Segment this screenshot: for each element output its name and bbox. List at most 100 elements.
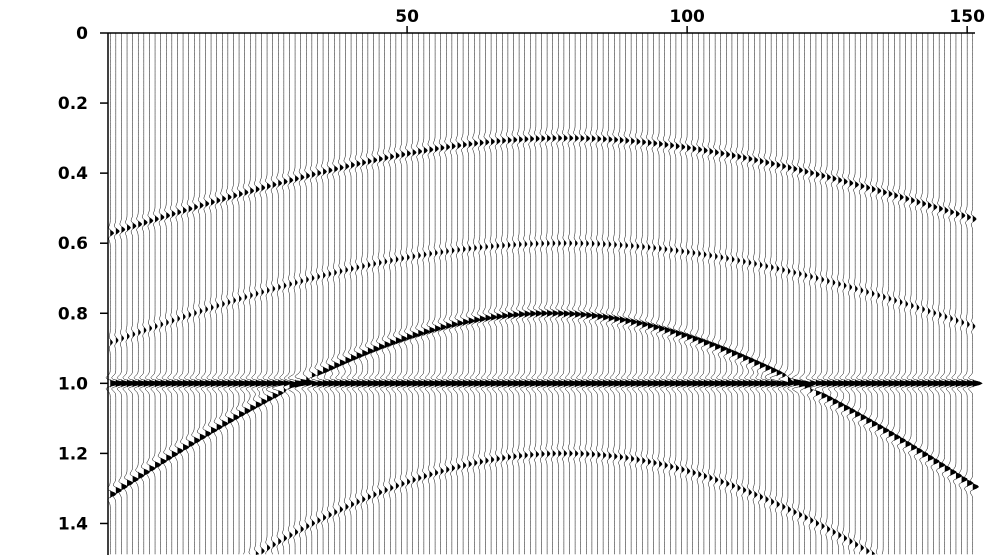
trace-fill: [715, 33, 725, 555]
trace-fill: [385, 33, 395, 555]
trace-fill: [693, 33, 703, 555]
trace-fill: [766, 33, 776, 555]
trace: [285, 33, 300, 554]
trace: [403, 33, 417, 554]
trace: [851, 33, 865, 554]
trace-fill: [407, 33, 417, 555]
trace-fill: [670, 33, 680, 555]
trace-fill: [654, 33, 664, 555]
trace-fill: [794, 33, 806, 555]
trace-fill: [592, 33, 602, 555]
trace: [464, 33, 478, 554]
trace: [311, 33, 327, 554]
trace: [240, 33, 254, 554]
trace: [386, 33, 400, 554]
trace: [448, 33, 462, 554]
trace-fill: [777, 33, 786, 555]
trace: [649, 33, 663, 554]
trace: [554, 33, 568, 554]
trace-fill: [194, 33, 204, 555]
trace: [873, 33, 887, 554]
trace-fill: [295, 33, 310, 555]
trace: [123, 33, 137, 554]
trace: [840, 33, 854, 554]
trace: [856, 33, 870, 554]
trace: [935, 33, 949, 554]
trace-fill: [732, 33, 742, 555]
trace-fill: [542, 33, 552, 555]
trace: [655, 33, 669, 554]
x-tick-label: 150: [949, 7, 985, 27]
y-tick-label: 0.6: [58, 234, 88, 254]
trace: [392, 33, 406, 554]
trace-fill: [906, 33, 916, 555]
trace: [660, 33, 674, 554]
trace: [252, 33, 266, 554]
trace: [901, 33, 915, 554]
trace-fill: [581, 33, 591, 555]
trace: [765, 33, 781, 554]
trace: [548, 33, 562, 554]
trace: [610, 33, 624, 554]
trace: [509, 33, 523, 554]
trace-fill: [121, 33, 131, 555]
trace: [330, 33, 344, 554]
trace: [262, 33, 276, 554]
trace: [453, 33, 467, 554]
trace: [733, 33, 747, 554]
trace: [492, 33, 506, 554]
trace-fill: [457, 33, 467, 555]
trace: [896, 33, 910, 554]
trace: [644, 33, 658, 554]
trace-fill: [345, 33, 355, 555]
trace-fill: [452, 33, 462, 555]
trace-fill: [648, 33, 658, 555]
trace-fill: [161, 33, 171, 555]
trace-fill: [788, 33, 795, 555]
trace: [722, 33, 736, 554]
trace-fill: [586, 33, 596, 555]
trace-fill: [110, 33, 120, 555]
trace: [369, 33, 383, 554]
trace: [218, 33, 232, 554]
trace-fill: [547, 33, 557, 555]
trace-fill: [749, 33, 759, 555]
trace-fill: [485, 33, 495, 555]
trace-fill: [575, 33, 585, 555]
trace: [845, 33, 859, 554]
trace-fill: [626, 33, 636, 555]
trace-fill: [900, 33, 910, 555]
trace-fill: [782, 33, 790, 555]
trace: [295, 33, 313, 554]
trace: [184, 33, 198, 554]
trace-fill: [424, 33, 434, 555]
trace: [145, 33, 159, 554]
trace: [207, 33, 221, 554]
trace-fill: [754, 33, 764, 555]
trace-fill: [665, 33, 675, 555]
trace: [190, 33, 204, 554]
trace-fill: [911, 33, 921, 555]
trace-fill: [945, 33, 955, 555]
trace-fill: [609, 33, 619, 555]
trace-fill: [642, 33, 652, 555]
trace: [621, 33, 635, 554]
trace: [380, 33, 394, 554]
trace: [308, 33, 320, 554]
trace: [638, 33, 652, 554]
trace: [778, 33, 790, 554]
trace: [156, 33, 170, 554]
trace-fill: [872, 33, 882, 555]
trace: [940, 33, 954, 554]
trace: [543, 33, 557, 554]
trace: [476, 33, 490, 554]
trace-fill: [351, 33, 361, 555]
trace-fill: [256, 33, 266, 555]
trace-fill: [603, 33, 613, 555]
trace: [436, 33, 450, 554]
trace: [425, 33, 439, 554]
trace-fill: [620, 33, 630, 555]
trace: [576, 33, 590, 554]
trace: [716, 33, 730, 554]
traces: [106, 33, 982, 555]
